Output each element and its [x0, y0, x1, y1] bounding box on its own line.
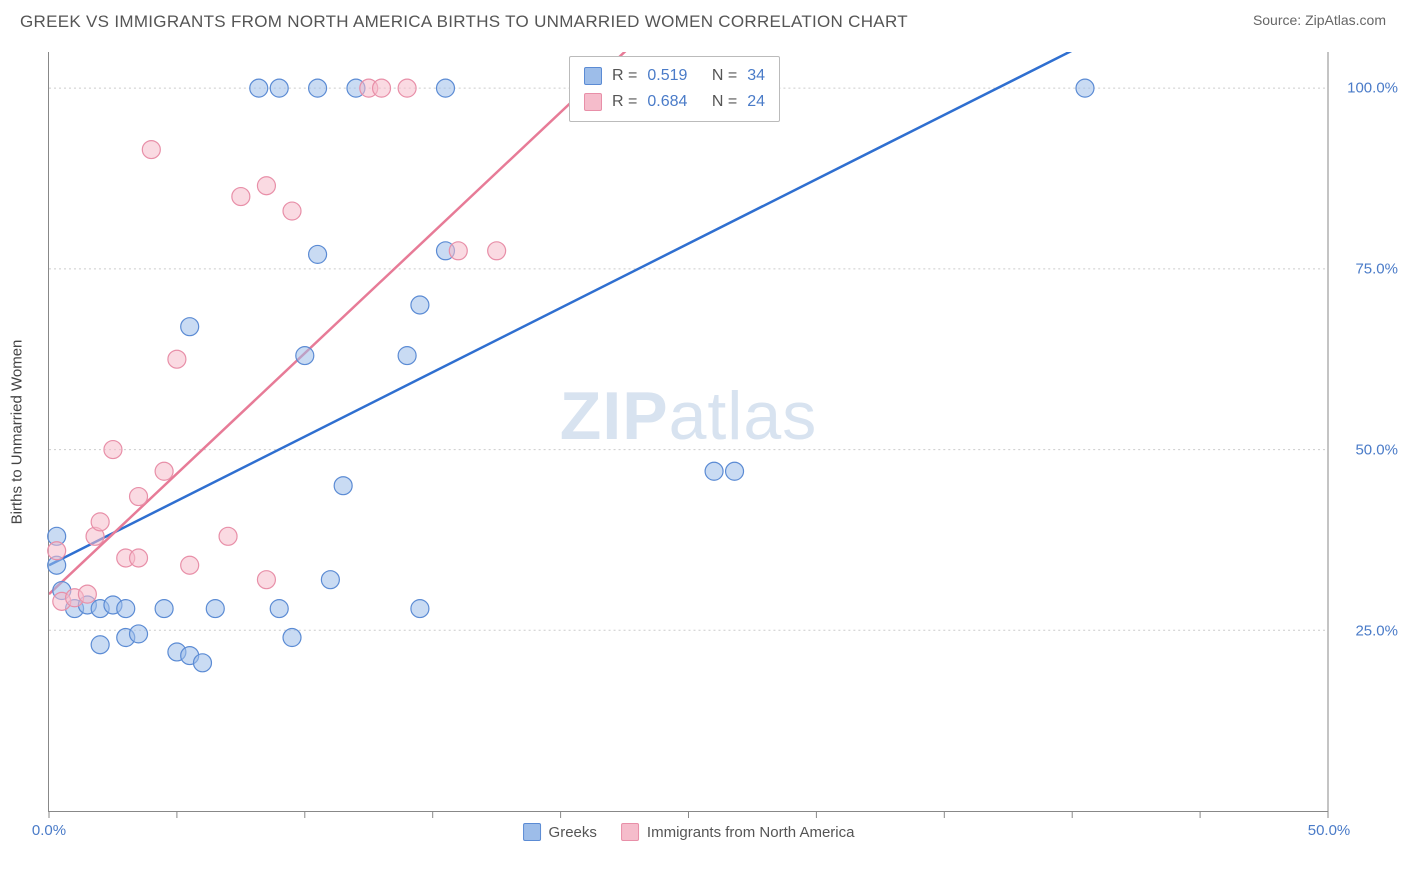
y-tick-label: 75.0% [1355, 261, 1398, 278]
chart-plot-area: Births to Unmarried Women ZIPatlas R = 0… [48, 52, 1328, 812]
n-label: N = [712, 63, 737, 89]
r-label: R = [612, 89, 637, 115]
x-tick-label: 50.0% [1308, 822, 1351, 839]
y-tick-label: 50.0% [1355, 442, 1398, 459]
correlation-legend: R = 0.519 N = 34 R = 0.684 N = 24 [569, 56, 780, 122]
r-value: 0.519 [647, 63, 687, 89]
chart-source: Source: ZipAtlas.com [1253, 12, 1386, 28]
swatch-icon [523, 823, 541, 841]
n-value: 24 [747, 89, 765, 115]
legend-label: Immigrants from North America [647, 824, 855, 841]
y-axis-title: Births to Unmarried Women [9, 339, 26, 524]
legend-row: R = 0.519 N = 34 [584, 63, 765, 89]
y-tick-label: 25.0% [1355, 623, 1398, 640]
legend-item: Greeks [523, 823, 597, 841]
legend-label: Greeks [549, 824, 597, 841]
series-legend: Greeks Immigrants from North America [523, 823, 855, 841]
swatch-icon [621, 823, 639, 841]
r-label: R = [612, 63, 637, 89]
legend-row: R = 0.684 N = 24 [584, 89, 765, 115]
r-value: 0.684 [647, 89, 687, 115]
n-label: N = [712, 89, 737, 115]
legend-item: Immigrants from North America [621, 823, 855, 841]
chart-svg [49, 52, 1328, 811]
y-tick-label: 100.0% [1347, 80, 1398, 97]
n-value: 34 [747, 63, 765, 89]
swatch-icon [584, 67, 602, 85]
chart-title: GREEK VS IMMIGRANTS FROM NORTH AMERICA B… [20, 12, 908, 32]
chart-header: GREEK VS IMMIGRANTS FROM NORTH AMERICA B… [0, 0, 1406, 40]
x-tick-label: 0.0% [32, 822, 66, 839]
swatch-icon [584, 93, 602, 111]
